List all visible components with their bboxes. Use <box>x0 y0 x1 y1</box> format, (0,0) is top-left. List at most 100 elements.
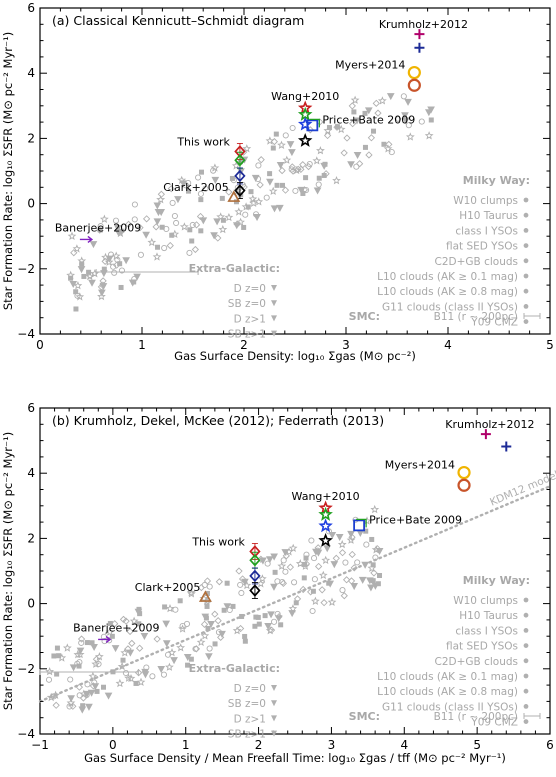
background-data-point <box>99 214 109 224</box>
background-data-point <box>354 559 361 566</box>
legend-milky-way-entry: H10 Taurus <box>459 610 518 622</box>
panel-b-y-axis-label: Star Formation Rate: log₁₀ ΣSFR (M⊙ pc⁻²… <box>1 432 15 710</box>
background-data-point <box>81 273 87 279</box>
background-data-point <box>142 231 150 239</box>
legend-extra-galactic-entry: SB z>1 <box>228 729 266 741</box>
background-data-point <box>282 155 292 164</box>
background-data-point <box>198 228 204 234</box>
background-data-point <box>279 578 286 586</box>
background-data-point <box>210 163 220 172</box>
background-data-point <box>210 232 218 240</box>
legend-milky-way-symbol <box>523 228 529 233</box>
highlight-point <box>79 235 94 244</box>
background-data-point <box>101 252 110 262</box>
panel-b-frame <box>39 407 551 735</box>
legend-milky-way-symbol <box>523 612 529 618</box>
background-data-point <box>106 637 113 644</box>
background-data-point <box>343 134 351 142</box>
background-data-point <box>316 146 325 155</box>
background-data-point <box>281 186 290 194</box>
background-data-point <box>197 583 205 592</box>
background-data-point <box>279 579 288 588</box>
background-data-point <box>87 689 96 697</box>
background-data-point <box>241 202 251 211</box>
background-data-point <box>200 631 210 640</box>
background-data-point <box>316 175 322 181</box>
background-data-point <box>162 604 168 610</box>
background-data-point <box>288 149 296 157</box>
background-data-point <box>266 178 274 186</box>
background-data-point <box>143 664 150 671</box>
x-tick-label: 2 <box>240 338 248 352</box>
background-data-point <box>176 643 186 652</box>
legend-extra-galactic-title: Extra-Galactic: <box>189 262 280 275</box>
background-data-point <box>238 589 245 597</box>
background-data-point <box>303 175 309 181</box>
background-data-point <box>258 574 267 583</box>
legend-extra-galactic-symbol <box>271 300 277 307</box>
background-data-point <box>299 585 307 594</box>
background-data-point <box>242 638 248 644</box>
legend-milky-way-entry: flat SED YSOs <box>446 241 518 253</box>
legend-milky-way-entry: C2D+GB clouds <box>435 256 518 268</box>
background-data-point <box>215 578 224 586</box>
legend-milky-way-entry: flat SED YSOs <box>446 641 518 653</box>
background-data-point <box>162 640 171 648</box>
legend-extra-galactic-symbol <box>271 730 277 737</box>
background-data-point <box>377 572 383 578</box>
panel-b-title: (b) Krumholz, Dekel, McKee (2012); Feder… <box>52 413 384 428</box>
background-data-point <box>270 145 276 151</box>
background-data-point <box>367 134 376 142</box>
background-data-point <box>120 657 126 663</box>
x-tick-label: 5 <box>473 738 481 752</box>
background-data-point <box>131 216 138 223</box>
background-data-point <box>321 555 331 565</box>
legend-milky-way-entry: L10 clouds (AK ≥ 0.1 mag) <box>377 671 518 683</box>
legend-milky-way-title: Milky Way: <box>463 174 530 187</box>
background-data-point <box>278 166 286 175</box>
background-data-point <box>206 645 213 652</box>
y-tick-label: −2 <box>17 662 35 676</box>
background-data-point <box>118 267 125 274</box>
background-data-point <box>173 219 180 227</box>
background-data-point <box>239 613 245 619</box>
background-data-point <box>337 539 347 549</box>
background-data-point <box>314 562 323 571</box>
background-data-point <box>348 533 356 541</box>
background-data-point <box>70 249 78 257</box>
background-data-point <box>198 197 204 203</box>
legend-milky-way-entry: W10 clumps <box>453 195 518 207</box>
highlight-point <box>457 478 471 492</box>
background-data-point <box>104 257 114 266</box>
panel-a: (a) Classical Kennicutt–Schmidt diagram … <box>1 1 554 363</box>
background-data-point <box>267 171 273 177</box>
background-data-point <box>67 695 75 703</box>
background-data-point <box>347 161 355 169</box>
background-data-point <box>196 212 205 221</box>
background-data-point <box>405 122 412 129</box>
background-data-point <box>300 190 306 196</box>
background-data-point <box>277 140 286 150</box>
background-data-point <box>223 603 232 611</box>
y-tick-label: 4 <box>27 466 35 480</box>
background-data-point <box>84 681 91 688</box>
background-data-point <box>383 144 393 153</box>
legend-extra-galactic-title: Extra-Galactic: <box>189 662 280 675</box>
background-data-point <box>165 604 175 613</box>
background-data-point <box>303 555 309 561</box>
background-data-point <box>69 702 77 710</box>
background-data-point <box>265 626 275 635</box>
background-data-point <box>215 629 222 636</box>
background-data-point <box>115 228 125 238</box>
background-data-point <box>270 583 278 591</box>
background-data-point <box>370 504 380 514</box>
legend-extra-galactic-symbol <box>271 315 277 322</box>
background-data-point <box>163 225 170 233</box>
background-data-point <box>320 599 328 607</box>
background-data-point <box>282 132 289 139</box>
background-data-point <box>192 645 199 652</box>
background-data-point <box>200 620 209 628</box>
panel-b-ticks: −1 0 1 2 3 4 5 6 −4 −2 0 2 4 6 <box>17 401 554 752</box>
background-data-point <box>350 583 359 591</box>
background-data-point <box>214 234 222 242</box>
